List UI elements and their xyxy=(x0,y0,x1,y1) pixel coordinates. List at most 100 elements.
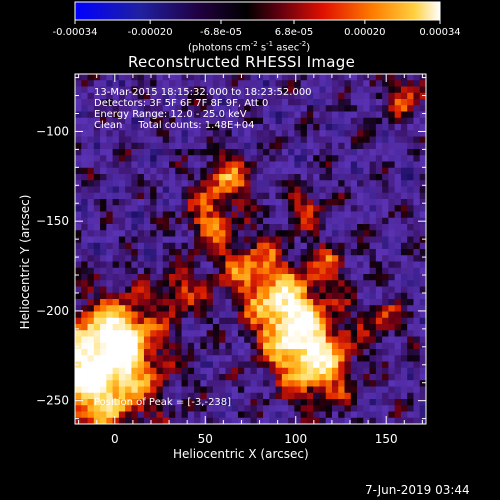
heatmap-cell xyxy=(281,86,289,94)
heatmap-cell xyxy=(369,211,377,219)
heatmap-cell xyxy=(156,374,164,381)
heatmap-cell xyxy=(269,130,276,137)
heatmap-cell xyxy=(175,380,182,387)
heatmap-cell xyxy=(288,111,295,119)
heatmap-cell xyxy=(256,217,264,225)
heatmap-cell xyxy=(394,249,402,256)
heatmap-cell xyxy=(162,305,170,312)
heatmap-cell xyxy=(263,317,270,325)
heatmap-cell xyxy=(244,117,251,125)
heatmap-cell xyxy=(281,267,289,275)
heatmap-cell xyxy=(394,130,402,137)
heatmap-cell xyxy=(93,86,101,94)
heatmap-cell xyxy=(306,211,314,219)
heatmap-cell xyxy=(93,355,101,362)
heatmap-cell xyxy=(294,205,302,212)
heatmap-cell xyxy=(106,355,114,362)
heatmap-cell xyxy=(269,142,276,150)
heatmap-cell xyxy=(162,361,170,369)
heatmap-cell xyxy=(350,192,358,200)
heatmap-cell xyxy=(288,255,295,262)
heatmap-cell xyxy=(219,199,226,206)
heatmap-cell xyxy=(306,411,314,419)
heatmap-cell xyxy=(106,380,114,387)
heatmap-cell xyxy=(181,361,189,369)
heatmap-cell xyxy=(313,155,320,162)
heatmap-cell xyxy=(331,249,339,256)
heatmap-cell xyxy=(118,274,126,281)
heatmap-cell xyxy=(338,236,345,244)
heatmap-cell xyxy=(394,324,402,331)
heatmap-cell xyxy=(300,130,308,137)
heatmap-cell xyxy=(81,74,88,81)
heatmap-cell xyxy=(200,142,208,150)
heatmap-cell xyxy=(112,111,120,119)
heatmap-cell xyxy=(338,161,345,169)
heatmap-cell xyxy=(118,411,126,419)
heatmap-cell xyxy=(225,117,233,125)
heatmap-cell xyxy=(93,349,101,356)
heatmap-cell xyxy=(150,130,157,137)
heatmap-cell xyxy=(156,386,164,394)
heatmap-cell xyxy=(413,261,421,269)
heatmap-cell xyxy=(319,136,327,144)
heatmap-cell xyxy=(313,399,320,406)
heatmap-cell xyxy=(212,267,220,275)
heatmap-cell xyxy=(81,399,88,406)
heatmap-cell xyxy=(375,380,383,387)
colorbar-units: (photons cm-2 s-1 asec-2) xyxy=(188,40,311,54)
heatmap-cell xyxy=(81,299,88,306)
heatmap-cell xyxy=(100,249,107,256)
heatmap-cell xyxy=(187,361,195,369)
heatmap-cell xyxy=(350,161,358,169)
heatmap-cell xyxy=(300,205,308,212)
heatmap-cell xyxy=(143,355,151,362)
heatmap-cell xyxy=(382,374,389,381)
heatmap-cell xyxy=(350,405,358,412)
heatmap-cell xyxy=(363,111,370,119)
heatmap-cell xyxy=(256,124,264,131)
heatmap-cell xyxy=(331,142,339,150)
heatmap-cell xyxy=(306,230,314,237)
heatmap-cell xyxy=(294,280,302,287)
heatmap-cell xyxy=(288,205,295,212)
heatmap-cell xyxy=(250,99,258,106)
heatmap-cell xyxy=(388,292,396,300)
heatmap-cell xyxy=(194,342,201,350)
heatmap-cell xyxy=(394,80,402,87)
heatmap-cell xyxy=(250,199,258,206)
heatmap-cell xyxy=(75,249,82,256)
heatmap-cell xyxy=(407,317,414,325)
heatmap-cell xyxy=(250,211,258,219)
heatmap-cell xyxy=(300,324,308,331)
heatmap-cell xyxy=(313,105,320,112)
heatmap-cell xyxy=(413,417,421,425)
heatmap-cell xyxy=(288,324,295,331)
heatmap-cell xyxy=(313,349,320,356)
heatmap-cell xyxy=(419,324,427,331)
heatmap-cell xyxy=(338,292,345,300)
heatmap-cell xyxy=(200,217,208,225)
heatmap-cell xyxy=(87,211,95,219)
heatmap-cell xyxy=(281,211,289,219)
heatmap-cell xyxy=(269,92,276,100)
heatmap-cell xyxy=(419,230,427,237)
heatmap-cell xyxy=(100,386,107,394)
heatmap-cell xyxy=(237,374,245,381)
heatmap-cell xyxy=(231,155,239,162)
heatmap-cell xyxy=(382,255,389,262)
heatmap-cell xyxy=(169,286,176,294)
heatmap-cell xyxy=(125,205,132,212)
heatmap-cell xyxy=(137,317,145,325)
heatmap-cell xyxy=(344,86,352,94)
heatmap-cell xyxy=(306,180,314,187)
heatmap-cell xyxy=(237,236,245,244)
heatmap-cell xyxy=(269,249,276,256)
heatmap-cell xyxy=(200,92,208,100)
heatmap-cell xyxy=(269,167,276,175)
heatmap-cell xyxy=(200,274,208,281)
heatmap-cell xyxy=(200,324,208,331)
heatmap-cell xyxy=(388,411,396,419)
heatmap-cell xyxy=(300,167,308,175)
heatmap-cell xyxy=(288,386,295,394)
